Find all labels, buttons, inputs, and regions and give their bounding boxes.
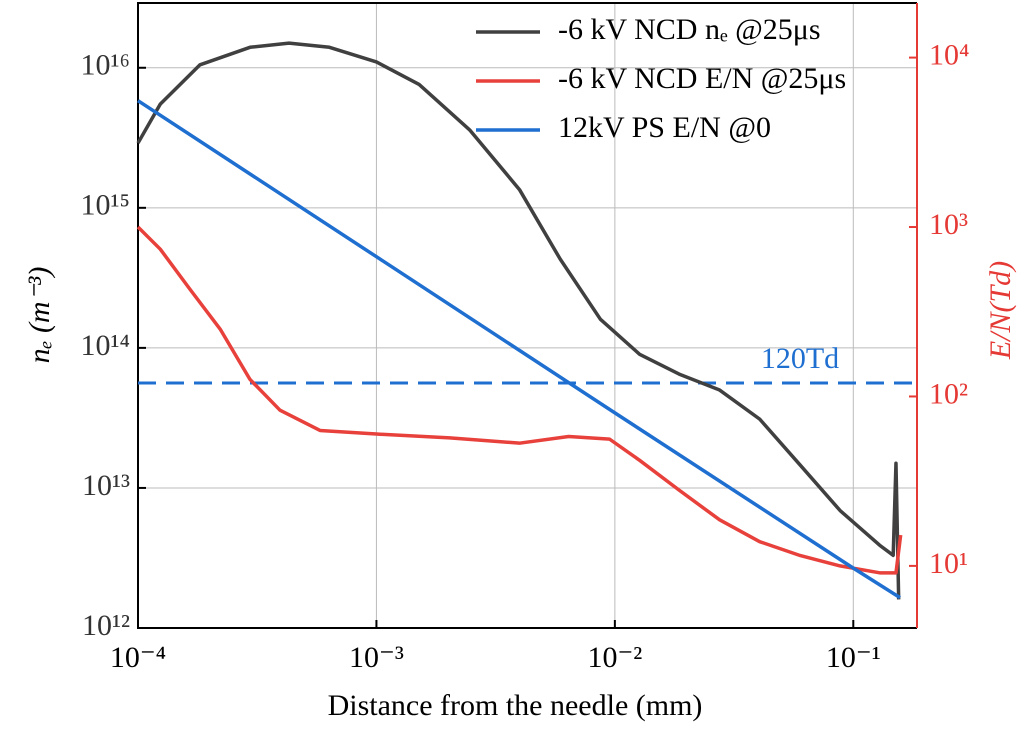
- legend-label: -6 kV NCD E/N @25μs: [558, 62, 846, 95]
- y-axis-title: nₑ (m⁻³): [23, 267, 56, 364]
- x-tick-label: 10⁻²: [587, 641, 642, 674]
- series-line: [136, 41, 901, 600]
- y-tick-label: 10¹⁵: [81, 189, 130, 222]
- y-tick-label: 10¹²: [82, 609, 130, 642]
- legend-label: -6 kV NCD nₑ @25μs: [558, 13, 821, 46]
- y-tick-label: 10¹³: [82, 469, 130, 502]
- y2-tick-label: 10¹: [929, 547, 968, 580]
- x-tick-label: 10⁻¹: [826, 641, 881, 674]
- reference-label: 120Td: [761, 342, 839, 375]
- x-axis-title: Distance from the needle (mm): [328, 689, 703, 722]
- x-tick-label: 10⁻⁴: [110, 641, 166, 674]
- series-line: [137, 99, 901, 600]
- series-line: [136, 225, 903, 575]
- y2-tick-label: 10²: [929, 377, 968, 410]
- y-tick-label: 10¹⁴: [81, 329, 130, 362]
- axis-frame: [137, 2, 917, 629]
- y2-axis-title: E/N(Td): [984, 261, 1017, 360]
- y-tick-label: 10¹⁶: [81, 49, 130, 82]
- x-tick-label: 10⁻³: [349, 641, 404, 674]
- y2-tick-label: 10³: [929, 208, 968, 241]
- legend-label: 12kV PS E/N @0: [558, 111, 771, 144]
- y2-tick-label: 10⁴: [929, 38, 969, 71]
